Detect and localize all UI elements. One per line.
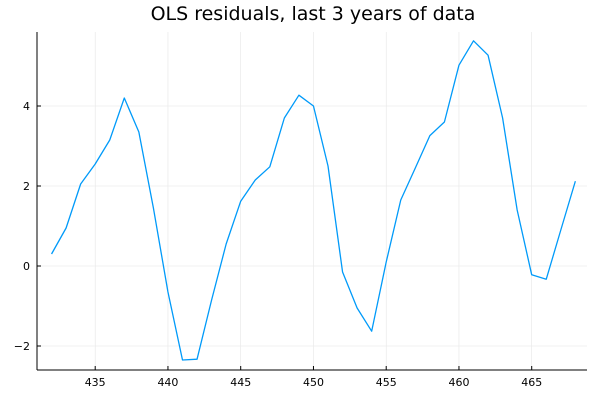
y-axis-ticks: −2 0 2 4: [14, 100, 41, 353]
y-tick-label: 2: [23, 180, 30, 193]
residual-series-line: [50, 40, 576, 361]
chart-title: OLS residuals, last 3 years of data: [151, 3, 476, 25]
y-tick-label: 0: [23, 260, 30, 273]
x-tick-label: 455: [376, 376, 397, 389]
grid: [37, 32, 587, 370]
x-tick-label: 465: [521, 376, 542, 389]
y-tick-label: 4: [23, 100, 30, 113]
x-tick-label: 440: [157, 376, 178, 389]
x-tick-label: 460: [448, 376, 469, 389]
axes: [36, 32, 587, 371]
series-group: [50, 40, 576, 361]
x-axis-ticks: 435 440 445 450 455 460 465: [85, 366, 542, 389]
x-tick-label: 445: [230, 376, 251, 389]
x-tick-label: 450: [303, 376, 324, 389]
x-tick-label: 435: [85, 376, 106, 389]
y-tick-label: −2: [14, 340, 30, 353]
